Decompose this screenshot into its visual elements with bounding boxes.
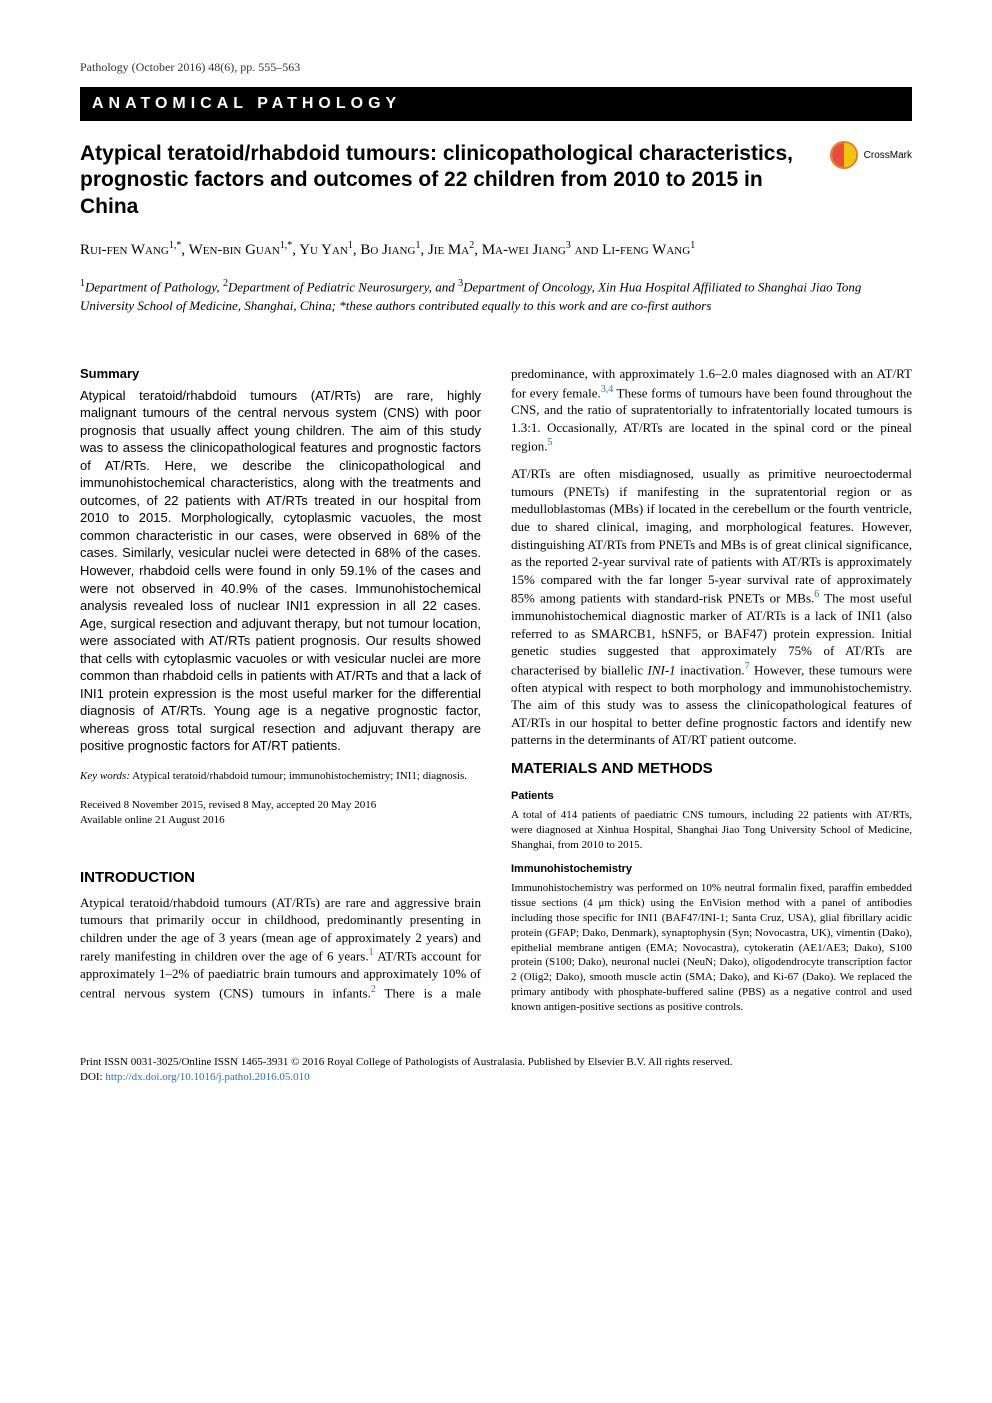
doi-label: DOI: (80, 1071, 105, 1083)
footer-left: Print ISSN 0031-3025/Online ISSN 1465-39… (80, 1055, 733, 1086)
keywords-label: Key words: (80, 770, 130, 782)
crossmark-label: CrossMark (864, 150, 912, 161)
footer-issn: Print ISSN 0031-3025/Online ISSN 1465-39… (80, 1055, 733, 1070)
footer-doi: DOI: http://dx.doi.org/10.1016/j.pathol.… (80, 1070, 733, 1085)
crossmark-badge[interactable]: CrossMark (830, 141, 912, 169)
introduction-heading: INTRODUCTION (80, 868, 481, 888)
summary-text: Atypical teratoid/rhabdoid tumours (AT/R… (80, 387, 481, 755)
patients-text: A total of 414 patients of paediatric CN… (511, 808, 912, 853)
page-footer: Print ISSN 0031-3025/Online ISSN 1465-39… (80, 1055, 912, 1086)
methods-heading: MATERIALS AND METHODS (511, 759, 912, 779)
article-dates: Received 8 November 2015, revised 8 May,… (80, 798, 481, 828)
dates-online: Available online 21 August 2016 (80, 813, 481, 828)
title-row: Atypical teratoid/rhabdoid tumours: clin… (80, 141, 912, 238)
crossmark-icon (830, 141, 858, 169)
ihc-text: Immunohistochemistry was performed on 10… (511, 881, 912, 1015)
patients-subheading: Patients (511, 789, 912, 804)
summary-heading: Summary (80, 365, 481, 383)
keywords: Key words: Atypical teratoid/rhabdoid tu… (80, 769, 481, 784)
journal-header: Pathology (October 2016) 48(6), pp. 555–… (80, 60, 912, 75)
article-title: Atypical teratoid/rhabdoid tumours: clin… (80, 141, 810, 220)
ihc-subheading: Immunohistochemistry (511, 862, 912, 877)
category-banner: ANATOMICAL PATHOLOGY (80, 87, 912, 121)
keywords-text: Atypical teratoid/rhabdoid tumour; immun… (130, 770, 467, 782)
article-body-columns: Summary Atypical teratoid/rhabdoid tumou… (80, 365, 912, 1015)
dates-received: Received 8 November 2015, revised 8 May,… (80, 798, 481, 813)
intro-paragraph-2: AT/RTs are often misdiagnosed, usually a… (511, 465, 912, 748)
doi-link[interactable]: http://dx.doi.org/10.1016/j.pathol.2016.… (105, 1071, 309, 1083)
affiliations: 1Department of Pathology, 2Department of… (80, 277, 912, 315)
author-list: Rui-fen Wang1,*, Wen-bin Guan1,*, Yu Yan… (80, 238, 912, 262)
